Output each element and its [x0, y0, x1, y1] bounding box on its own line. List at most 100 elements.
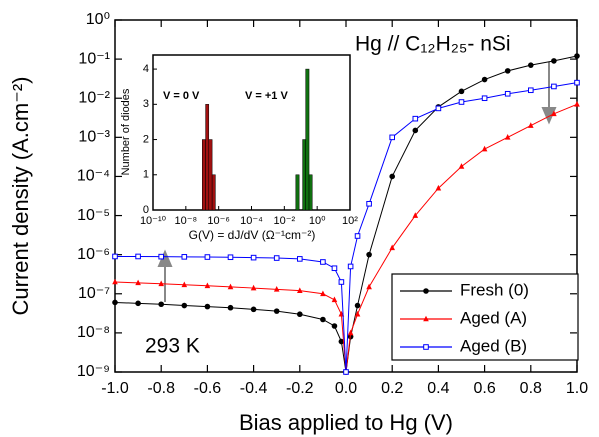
marker — [204, 282, 211, 289]
marker — [366, 283, 372, 290]
marker — [412, 115, 419, 122]
marker — [135, 279, 141, 286]
marker — [412, 212, 419, 218]
inset-x-label: G(V) = dJ/dV (Ω⁻¹cm⁻²) — [189, 228, 316, 242]
y-tick-label: 10⁻⁵ — [77, 207, 110, 224]
x-tick-label: 0.8 — [520, 380, 542, 397]
y-tick-label: 10⁻⁷ — [78, 285, 110, 302]
x-tick-label: 0.2 — [381, 380, 403, 397]
y-tick-label: 0 — [143, 204, 149, 216]
marker — [331, 323, 338, 329]
x-tick-label: 10⁻¹⁰ — [140, 215, 167, 227]
legend-marker — [423, 315, 429, 322]
x-tick-label: -0.6 — [194, 380, 222, 397]
legend-label: Fresh (0) — [460, 280, 529, 299]
y-tick-label: 2 — [143, 133, 149, 145]
marker — [320, 259, 326, 265]
marker — [158, 301, 164, 308]
marker — [528, 62, 534, 68]
x-tick-label: 10⁻² — [273, 215, 295, 227]
marker — [181, 281, 188, 288]
x-tick-label: 0.4 — [427, 380, 449, 397]
marker — [338, 338, 345, 345]
x-tick-label: 10⁻⁶ — [207, 215, 230, 227]
marker — [297, 311, 303, 318]
inset-y-label: Number of diodes — [120, 88, 132, 175]
marker — [574, 100, 580, 107]
marker — [273, 255, 280, 261]
bar — [205, 104, 210, 211]
legend-marker — [423, 344, 429, 350]
marker — [504, 134, 511, 140]
marker — [551, 83, 557, 90]
marker — [458, 163, 465, 169]
x-tick-label: 0.0 — [335, 380, 357, 397]
marker — [297, 256, 303, 262]
y-tick-label: 10⁻¹ — [78, 50, 110, 67]
annotation: Hg // C₁₂H₂₅- nSi — [355, 33, 511, 56]
marker — [458, 99, 465, 105]
marker — [250, 284, 257, 291]
marker — [504, 90, 511, 97]
marker — [528, 122, 534, 128]
legend-box — [391, 273, 579, 361]
marker — [354, 302, 361, 309]
y-tick-label: 10⁻³ — [78, 129, 110, 146]
bar — [208, 139, 213, 211]
marker — [250, 306, 257, 313]
x-tick-label: 10⁻⁴ — [240, 215, 263, 227]
marker — [112, 299, 118, 306]
marker — [158, 253, 164, 260]
marker — [320, 316, 326, 323]
marker — [366, 200, 372, 207]
y-axis-label: Current density (A.cm⁻²) — [8, 77, 33, 316]
x-tick-label: 1.0 — [566, 380, 588, 397]
marker — [481, 145, 488, 152]
y-tick-label: 1 — [143, 169, 149, 181]
marker — [528, 87, 534, 94]
inset-frame — [152, 54, 351, 211]
x-tick-label: -1.0 — [101, 380, 129, 397]
bar — [295, 174, 300, 211]
marker — [412, 127, 419, 134]
marker — [347, 329, 354, 336]
marker — [458, 88, 465, 95]
marker — [435, 184, 442, 191]
marker — [227, 304, 234, 311]
marker — [481, 95, 488, 102]
marker — [551, 110, 557, 117]
marker — [158, 280, 164, 287]
legend-label: Aged (B) — [460, 336, 527, 355]
x-tick-label: 10⁰ — [309, 215, 326, 227]
marker — [135, 300, 141, 307]
annotation: 293 K — [145, 335, 200, 358]
marker — [389, 134, 395, 141]
marker — [112, 278, 118, 285]
y-tick-label: 10⁻⁴ — [77, 168, 110, 185]
x-tick-label: -0.4 — [240, 380, 268, 397]
bar — [211, 174, 216, 211]
y-tick-label: 3 — [143, 98, 149, 110]
bar — [308, 174, 313, 211]
x-axis-label: Bias applied to Hg (V) — [239, 410, 453, 435]
marker — [389, 244, 395, 251]
marker — [338, 279, 345, 285]
y-tick-label: 10⁻² — [78, 89, 110, 106]
x-tick-label: 10² — [342, 215, 358, 227]
marker — [297, 287, 303, 293]
marker — [204, 303, 211, 310]
annotation: V = 0 V — [163, 90, 200, 102]
marker — [320, 290, 326, 297]
x-tick-label: -0.8 — [147, 380, 175, 397]
bar — [302, 139, 306, 211]
y-tick-label: 4 — [143, 63, 149, 75]
marker — [227, 283, 234, 290]
marker — [331, 265, 338, 272]
marker — [181, 254, 188, 260]
annotation: V = +1 V — [245, 90, 288, 102]
marker — [366, 251, 372, 258]
y-tick-label: 10⁻⁸ — [77, 324, 110, 341]
marker — [250, 254, 257, 261]
marker — [273, 286, 280, 292]
y-tick-label: 10⁻⁶ — [77, 246, 110, 263]
